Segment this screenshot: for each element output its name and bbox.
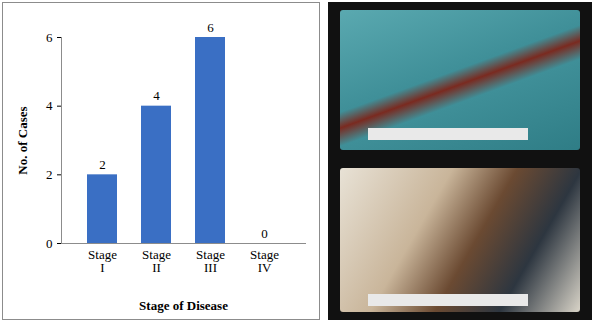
svg-text:StageII: StageII: [142, 247, 171, 275]
svg-text:2: 2: [46, 167, 53, 182]
svg-text:4: 4: [46, 98, 53, 113]
svg-text:StageIV: StageIV: [250, 247, 279, 275]
svg-text:Stage of Disease: Stage of Disease: [139, 298, 228, 313]
svg-text:4: 4: [153, 88, 160, 103]
svg-text:StageI: StageI: [88, 247, 117, 275]
svg-text:No. of Cases: No. of Cases: [15, 106, 30, 174]
svg-text:0: 0: [261, 226, 268, 241]
svg-text:6: 6: [46, 30, 53, 45]
svg-text:2: 2: [99, 157, 106, 172]
svg-text:StageIII: StageIII: [196, 247, 225, 275]
svg-text:6: 6: [207, 20, 214, 35]
svg-text:0: 0: [46, 236, 53, 251]
